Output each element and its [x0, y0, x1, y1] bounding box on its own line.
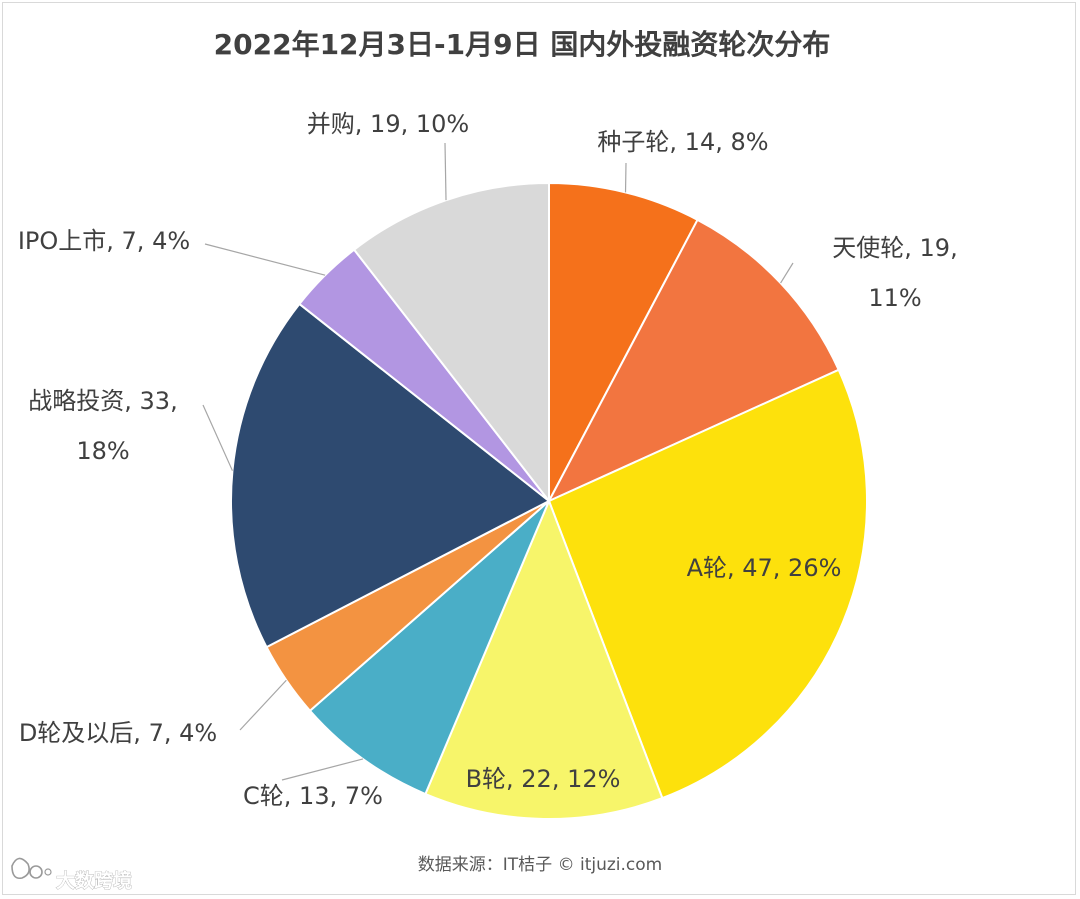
watermark-text: 大数跨境	[56, 869, 132, 892]
pie-slice	[547, 368, 868, 800]
pie-slice	[424, 498, 664, 820]
leader-line	[239, 679, 287, 731]
data-label: C轮, 13, 7%	[243, 782, 383, 810]
leader-line	[444, 142, 447, 201]
chart-title: 2022年12月3日-1月9日 国内外投融资轮次分布	[214, 28, 831, 61]
data-label: IPO上市, 7, 4%	[18, 227, 190, 255]
pie-slice	[230, 302, 551, 649]
data-label: 并购, 19, 10%	[307, 110, 469, 138]
watermark-logo-icon	[11, 857, 52, 880]
data-label: 天使轮, 19, 11%	[832, 234, 957, 312]
data-label: 战略投资, 33, 18%	[28, 387, 177, 465]
data-label: A轮, 47, 26%	[687, 554, 842, 582]
leader-line	[281, 758, 364, 781]
leader-line	[204, 243, 326, 276]
data-label: D轮及以后, 7, 4%	[19, 719, 217, 747]
data-label: B轮, 22, 12%	[466, 765, 621, 793]
data-label: 种子轮, 14, 8%	[597, 128, 768, 156]
source-note: 数据来源：IT桔子 © itjuzi.com	[418, 855, 662, 875]
pie-slice	[308, 500, 550, 796]
slice-labels: 种子轮, 14, 8% 天使轮, 19, 11% A轮, 47, 26% B轮, 22,…	[18, 110, 958, 810]
leader-line	[780, 262, 794, 284]
pie-slices	[230, 181, 868, 820]
pie-slice	[548, 181, 699, 502]
pie-slice	[352, 181, 550, 504]
leader-line	[202, 404, 233, 471]
leader-lines	[202, 142, 794, 781]
pie-slice	[546, 218, 841, 504]
watermark: 大数跨境	[11, 857, 132, 892]
